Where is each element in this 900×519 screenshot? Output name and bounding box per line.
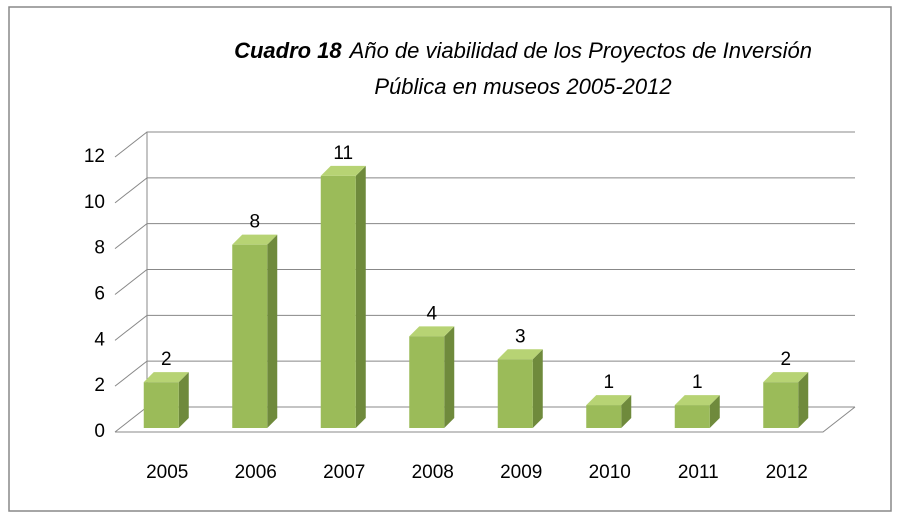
data-label: 11 xyxy=(333,143,353,164)
bar xyxy=(143,382,179,428)
bar xyxy=(586,405,622,428)
bar-side xyxy=(709,395,720,428)
bar-side xyxy=(621,395,632,428)
data-label: 1 xyxy=(603,372,614,393)
data-label: 2 xyxy=(780,349,791,370)
y-tick-label: 12 xyxy=(84,146,105,167)
bar xyxy=(497,359,533,428)
title-line: Año de viabilidad de los Proyectos de In… xyxy=(348,38,812,63)
x-tick-label: 2006 xyxy=(235,462,277,483)
bar-top xyxy=(674,395,720,406)
bar-side xyxy=(267,234,278,428)
title-line: Pública en museos 2005-2012 xyxy=(374,74,671,99)
data-label: 2 xyxy=(161,349,172,370)
bar xyxy=(763,382,799,428)
bar-top xyxy=(586,395,632,406)
x-tick-label: 2012 xyxy=(766,462,808,483)
y-tick-label: 8 xyxy=(94,238,105,259)
bar xyxy=(409,336,445,428)
x-tick-label: 2011 xyxy=(678,462,719,483)
bar-top xyxy=(232,234,278,245)
data-label: 1 xyxy=(692,372,703,393)
x-tick-label: 2007 xyxy=(323,462,365,483)
x-tick-label: 2005 xyxy=(146,462,188,483)
data-label: 4 xyxy=(426,303,437,324)
title-label: Cuadro 18 xyxy=(234,38,342,63)
x-tick-label: 2008 xyxy=(412,462,454,483)
y-tick-label: 2 xyxy=(94,375,105,396)
data-label: 3 xyxy=(515,326,526,347)
chart-title: Cuadro 18 Año de viabilidad de los Proyec… xyxy=(234,38,812,63)
y-tick-label: 0 xyxy=(94,421,105,442)
bar-side xyxy=(355,165,366,428)
bar xyxy=(232,244,268,428)
bar-top xyxy=(143,372,189,383)
floor-edge xyxy=(115,406,856,433)
bar-side xyxy=(444,326,455,428)
bar-top xyxy=(497,349,543,360)
bar-top xyxy=(763,372,809,383)
y-tick-label: 6 xyxy=(94,284,105,305)
bar-side xyxy=(532,349,543,428)
bar-side xyxy=(178,372,189,428)
y-tick-label: 4 xyxy=(94,329,105,350)
bar xyxy=(320,175,356,428)
bar xyxy=(674,405,710,428)
y-tick-label: 10 xyxy=(84,192,105,213)
bar-top xyxy=(409,326,455,337)
bar-top xyxy=(320,165,366,176)
data-label: 8 xyxy=(249,212,260,233)
x-tick-label: 2010 xyxy=(589,462,631,483)
bar-side xyxy=(798,372,809,428)
x-tick-label: 2009 xyxy=(500,462,542,483)
